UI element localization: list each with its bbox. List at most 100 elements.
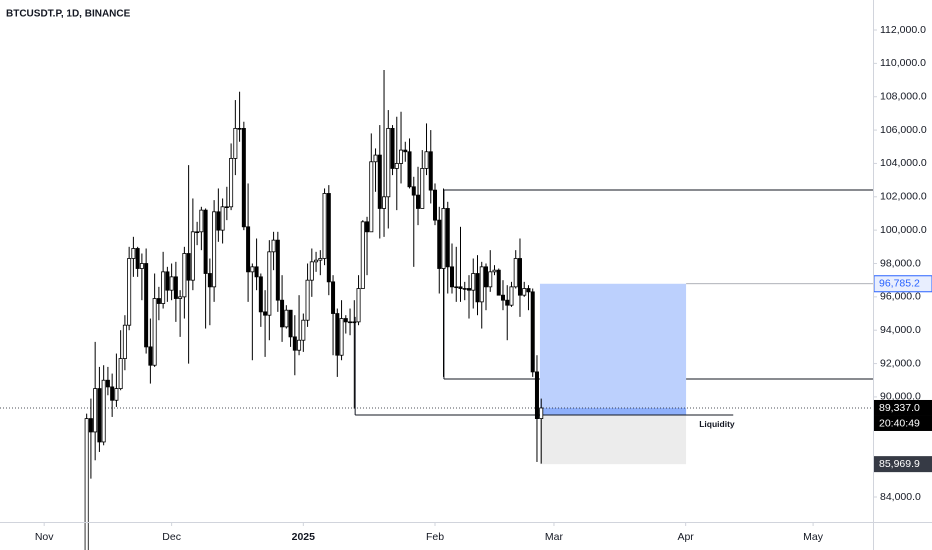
candle-body [122, 324, 127, 359]
candle-body [271, 239, 276, 253]
candle-body [254, 266, 259, 278]
candle-body [165, 271, 170, 291]
stop-price-tag: 85,969.9 [879, 458, 920, 470]
candle-body [246, 226, 251, 273]
position-target-zone [539, 283, 687, 416]
candle-body [203, 209, 208, 274]
candle-body [382, 196, 387, 209]
candle-body [407, 151, 412, 188]
candle-body [182, 253, 187, 298]
candle-body [212, 211, 217, 288]
candle-body [152, 298, 157, 366]
y-tick-label: 108,000.0 [880, 91, 927, 103]
countdown: 20:40:49 [879, 417, 920, 429]
y-tick-label: 90,000.0 [880, 391, 921, 403]
candle-body [517, 258, 522, 296]
candle-body [93, 388, 98, 433]
y-tick-label: 84,000.0 [880, 491, 921, 503]
candle-body [199, 209, 204, 233]
candle-body [390, 128, 395, 169]
candle-body [292, 336, 297, 351]
candle-body [513, 258, 518, 288]
candle-body [173, 276, 178, 299]
candle-body [297, 339, 302, 351]
candle-body [161, 271, 166, 304]
x-tick-label: Mar [545, 531, 564, 543]
y-tick-label: 94,000.0 [880, 324, 921, 336]
candle-body [309, 261, 314, 281]
candle-body [144, 263, 149, 348]
candle-body [365, 221, 370, 233]
candle-body [118, 358, 123, 389]
candle-body [466, 288, 471, 291]
candle-body [97, 388, 102, 443]
y-tick-label: 110,000.0 [880, 57, 926, 69]
candle-body [483, 266, 488, 288]
candle-body [450, 266, 455, 288]
candle-body [377, 154, 382, 209]
candle-body [348, 321, 353, 324]
candle-body [229, 158, 234, 208]
y-tick-label: 92,000.0 [880, 357, 921, 369]
candle-body [500, 294, 505, 301]
candle-body [156, 298, 161, 304]
candle-body [258, 276, 263, 313]
candle-body [127, 258, 132, 326]
candle-body [135, 248, 140, 269]
candle-body [386, 128, 391, 198]
candle-body [105, 379, 110, 388]
y-tick-label: 106,000.0 [880, 124, 927, 136]
candle-body [496, 269, 501, 296]
candle-body [492, 269, 497, 273]
candle-body [131, 248, 136, 259]
position-stop-zone [539, 415, 687, 465]
x-tick-label: Feb [426, 531, 444, 543]
candle-body [475, 273, 480, 303]
candle-body [441, 208, 446, 269]
y-tick-label: 102,000.0 [880, 191, 927, 203]
x-tick-label: Apr [677, 531, 694, 543]
candle-body [399, 149, 404, 164]
position-open-zone [539, 407, 687, 416]
last-price-tag-bg [874, 399, 932, 416]
candle-body [318, 258, 323, 261]
last-price-tag: 89,337.0 [879, 402, 920, 414]
candle-body [488, 271, 493, 288]
candle-body [241, 128, 246, 228]
candle-body [526, 288, 531, 293]
candle-body [186, 253, 191, 281]
candle-body [169, 276, 174, 291]
candle-body [416, 194, 421, 209]
candle-body [339, 318, 344, 356]
candle-body [110, 386, 115, 401]
candle-body [178, 296, 183, 299]
candle-body [356, 288, 361, 323]
y-tick-label: 98,000.0 [880, 257, 921, 269]
candle-body [394, 163, 399, 169]
candle-body [224, 206, 229, 208]
candle-body [530, 291, 535, 373]
candle-body [335, 313, 340, 356]
y-tick-label: 96,000.0 [880, 291, 921, 303]
candle-body [479, 266, 484, 303]
y-tick-label: 100,000.0 [880, 224, 927, 236]
candle-body [428, 151, 433, 191]
x-tick-label: Nov [35, 531, 54, 543]
candle-body [437, 219, 442, 269]
candle-body [305, 279, 310, 321]
candle-body [360, 221, 365, 289]
candle-body [458, 286, 463, 289]
candle-body [275, 239, 280, 301]
candle-body [263, 311, 268, 316]
y-tick-label: 104,000.0 [880, 157, 927, 169]
x-tick-label: Dec [162, 531, 181, 543]
candle-body [288, 309, 293, 338]
candle-body [462, 288, 467, 290]
candle-body [301, 319, 306, 341]
candle-body [539, 407, 544, 420]
candle-body [322, 193, 327, 259]
candle-body [101, 379, 106, 443]
candle-body [505, 299, 510, 306]
candle-body [114, 388, 119, 401]
